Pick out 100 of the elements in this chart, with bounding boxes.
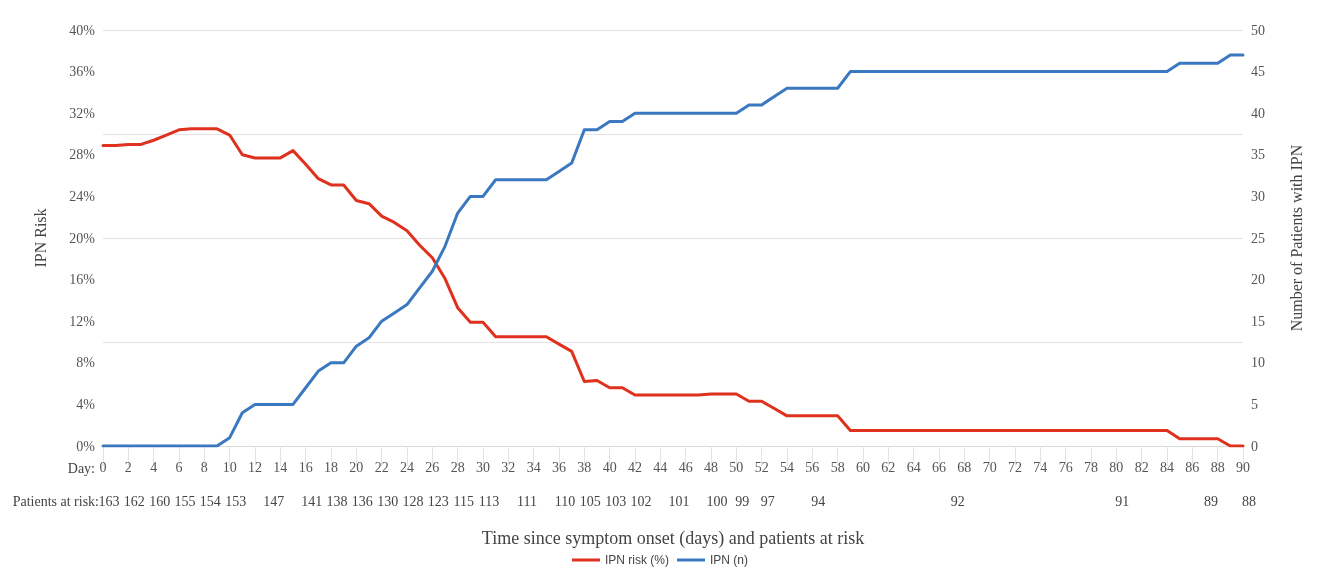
x-tick-label: 2 bbox=[124, 459, 132, 475]
x-tick-label: 14 bbox=[273, 459, 288, 475]
x-tick-label: 84 bbox=[1160, 459, 1174, 475]
x-tick-label: 32 bbox=[501, 459, 516, 475]
x-tick-label: 38 bbox=[577, 459, 592, 475]
x-tick-label: 12 bbox=[248, 459, 262, 475]
x-tick-label: 72 bbox=[1008, 459, 1022, 475]
y2-tick-label: 50 bbox=[1251, 22, 1265, 38]
text: 130 bbox=[377, 493, 399, 509]
x-tick-label: 86 bbox=[1185, 459, 1200, 475]
text: Day: bbox=[67, 460, 95, 476]
x-tick-label: 44 bbox=[653, 459, 668, 475]
text: 88 bbox=[1242, 493, 1256, 509]
y-tick-label: 36% bbox=[69, 64, 96, 80]
y2-tick-label: 40 bbox=[1251, 105, 1265, 121]
line-series bbox=[101, 53, 1245, 448]
x-tick-label: 28 bbox=[450, 459, 465, 475]
x-tick-label: 78 bbox=[1084, 459, 1098, 475]
y-tick-label: 32% bbox=[69, 105, 96, 121]
y-tick-label: 12% bbox=[69, 313, 96, 329]
x-axis-title: Time since symptom onset (days) and patients at risk bbox=[481, 528, 865, 549]
x-tick-label: 6 bbox=[175, 459, 183, 475]
x-tick-label: 24 bbox=[400, 459, 414, 475]
text: 115 bbox=[453, 493, 474, 509]
y2-tick-label: 35 bbox=[1251, 147, 1265, 163]
x-tick-label: 82 bbox=[1134, 459, 1149, 475]
y-tick-label: 0% bbox=[76, 438, 96, 454]
y-tick-label: 8% bbox=[76, 355, 96, 371]
x-tick-label: 68 bbox=[957, 459, 972, 475]
x-tick-label: 42 bbox=[628, 459, 642, 475]
text: Patients at risk: bbox=[12, 493, 99, 509]
x-tick-label: 76 bbox=[1058, 459, 1073, 475]
text: 105 bbox=[579, 493, 601, 509]
text: 94 bbox=[811, 493, 826, 509]
text: 160 bbox=[149, 493, 171, 509]
x-tick-label: 88 bbox=[1210, 459, 1225, 475]
x-tick-label: 62 bbox=[881, 459, 896, 475]
y2-tick-label: 30 bbox=[1251, 188, 1265, 204]
y-tick-label: 20% bbox=[69, 230, 96, 246]
x-tick-label: 56 bbox=[805, 459, 820, 475]
y2-tick-label: 45 bbox=[1251, 64, 1265, 80]
x-tick-label: 90 bbox=[1236, 459, 1250, 475]
x-tick-label: 70 bbox=[982, 459, 997, 475]
y-tick-label: 16% bbox=[69, 272, 96, 288]
x-tick-label: 40 bbox=[602, 459, 617, 475]
x-tick-label: 64 bbox=[906, 459, 921, 475]
text: 162 bbox=[123, 493, 145, 509]
x-tick-label: 30 bbox=[476, 459, 490, 475]
x-tick-label: 66 bbox=[932, 459, 946, 475]
text: 113 bbox=[478, 493, 500, 509]
text: 136 bbox=[351, 493, 373, 509]
x-tick-label: 22 bbox=[374, 459, 389, 475]
y-tick-label: 28% bbox=[69, 147, 96, 163]
text: 163 bbox=[98, 493, 120, 509]
x-tick-label: 16 bbox=[298, 459, 313, 475]
y2-tick-label: 20 bbox=[1251, 272, 1265, 288]
x-tick-label: 34 bbox=[526, 459, 541, 475]
text: 102 bbox=[630, 493, 652, 509]
text: 92 bbox=[950, 493, 965, 509]
x-tick-label: 54 bbox=[780, 459, 794, 475]
y2-axis-title: Number of Patients with IPN bbox=[1287, 144, 1305, 332]
x-tick-label: 80 bbox=[1109, 459, 1124, 475]
text: 101 bbox=[668, 493, 690, 509]
x-tick-label: 8 bbox=[200, 459, 208, 475]
text: 100 bbox=[706, 493, 728, 509]
x-tick-label: 4 bbox=[150, 459, 158, 475]
y2-tick-label: 25 bbox=[1251, 230, 1265, 246]
x-tick-label: 10 bbox=[222, 459, 237, 475]
y2-tick-label: 5 bbox=[1251, 396, 1258, 412]
y2-tick-label: 0 bbox=[1251, 438, 1258, 454]
text: 103 bbox=[605, 493, 627, 509]
x-tick-label: 52 bbox=[754, 459, 769, 475]
legend-label: IPN risk (%) bbox=[605, 553, 669, 567]
text: 138 bbox=[326, 493, 348, 509]
text: 110 bbox=[554, 493, 576, 509]
line-series bbox=[101, 127, 1245, 448]
text: 147 bbox=[263, 493, 285, 509]
y2-tick-label: 10 bbox=[1251, 355, 1265, 371]
y-axis-title: IPN Risk bbox=[31, 208, 49, 268]
x-tick-label: 0 bbox=[99, 459, 107, 475]
text: 99 bbox=[735, 493, 750, 509]
text: 89 bbox=[1204, 493, 1218, 509]
x-tick-label: 50 bbox=[729, 459, 744, 475]
y-tick-label: 24% bbox=[69, 188, 96, 204]
x-tick-label: 48 bbox=[704, 459, 718, 475]
text: 111 bbox=[517, 493, 537, 509]
text: 141 bbox=[301, 493, 323, 509]
x-tick-label: 36 bbox=[552, 459, 566, 475]
y2-tick-label: 15 bbox=[1251, 313, 1265, 329]
y-tick-label: 40% bbox=[69, 22, 96, 38]
x-tick-label: 46 bbox=[678, 459, 693, 475]
text: 97 bbox=[760, 493, 775, 509]
text: 155 bbox=[174, 493, 196, 509]
x-tick-label: 20 bbox=[349, 459, 364, 475]
text: 91 bbox=[1115, 493, 1130, 509]
text: 123 bbox=[427, 493, 449, 509]
text: 128 bbox=[402, 493, 424, 509]
x-tick-label: 26 bbox=[425, 459, 440, 475]
text: 154 bbox=[199, 493, 221, 509]
text: 153 bbox=[225, 493, 247, 509]
